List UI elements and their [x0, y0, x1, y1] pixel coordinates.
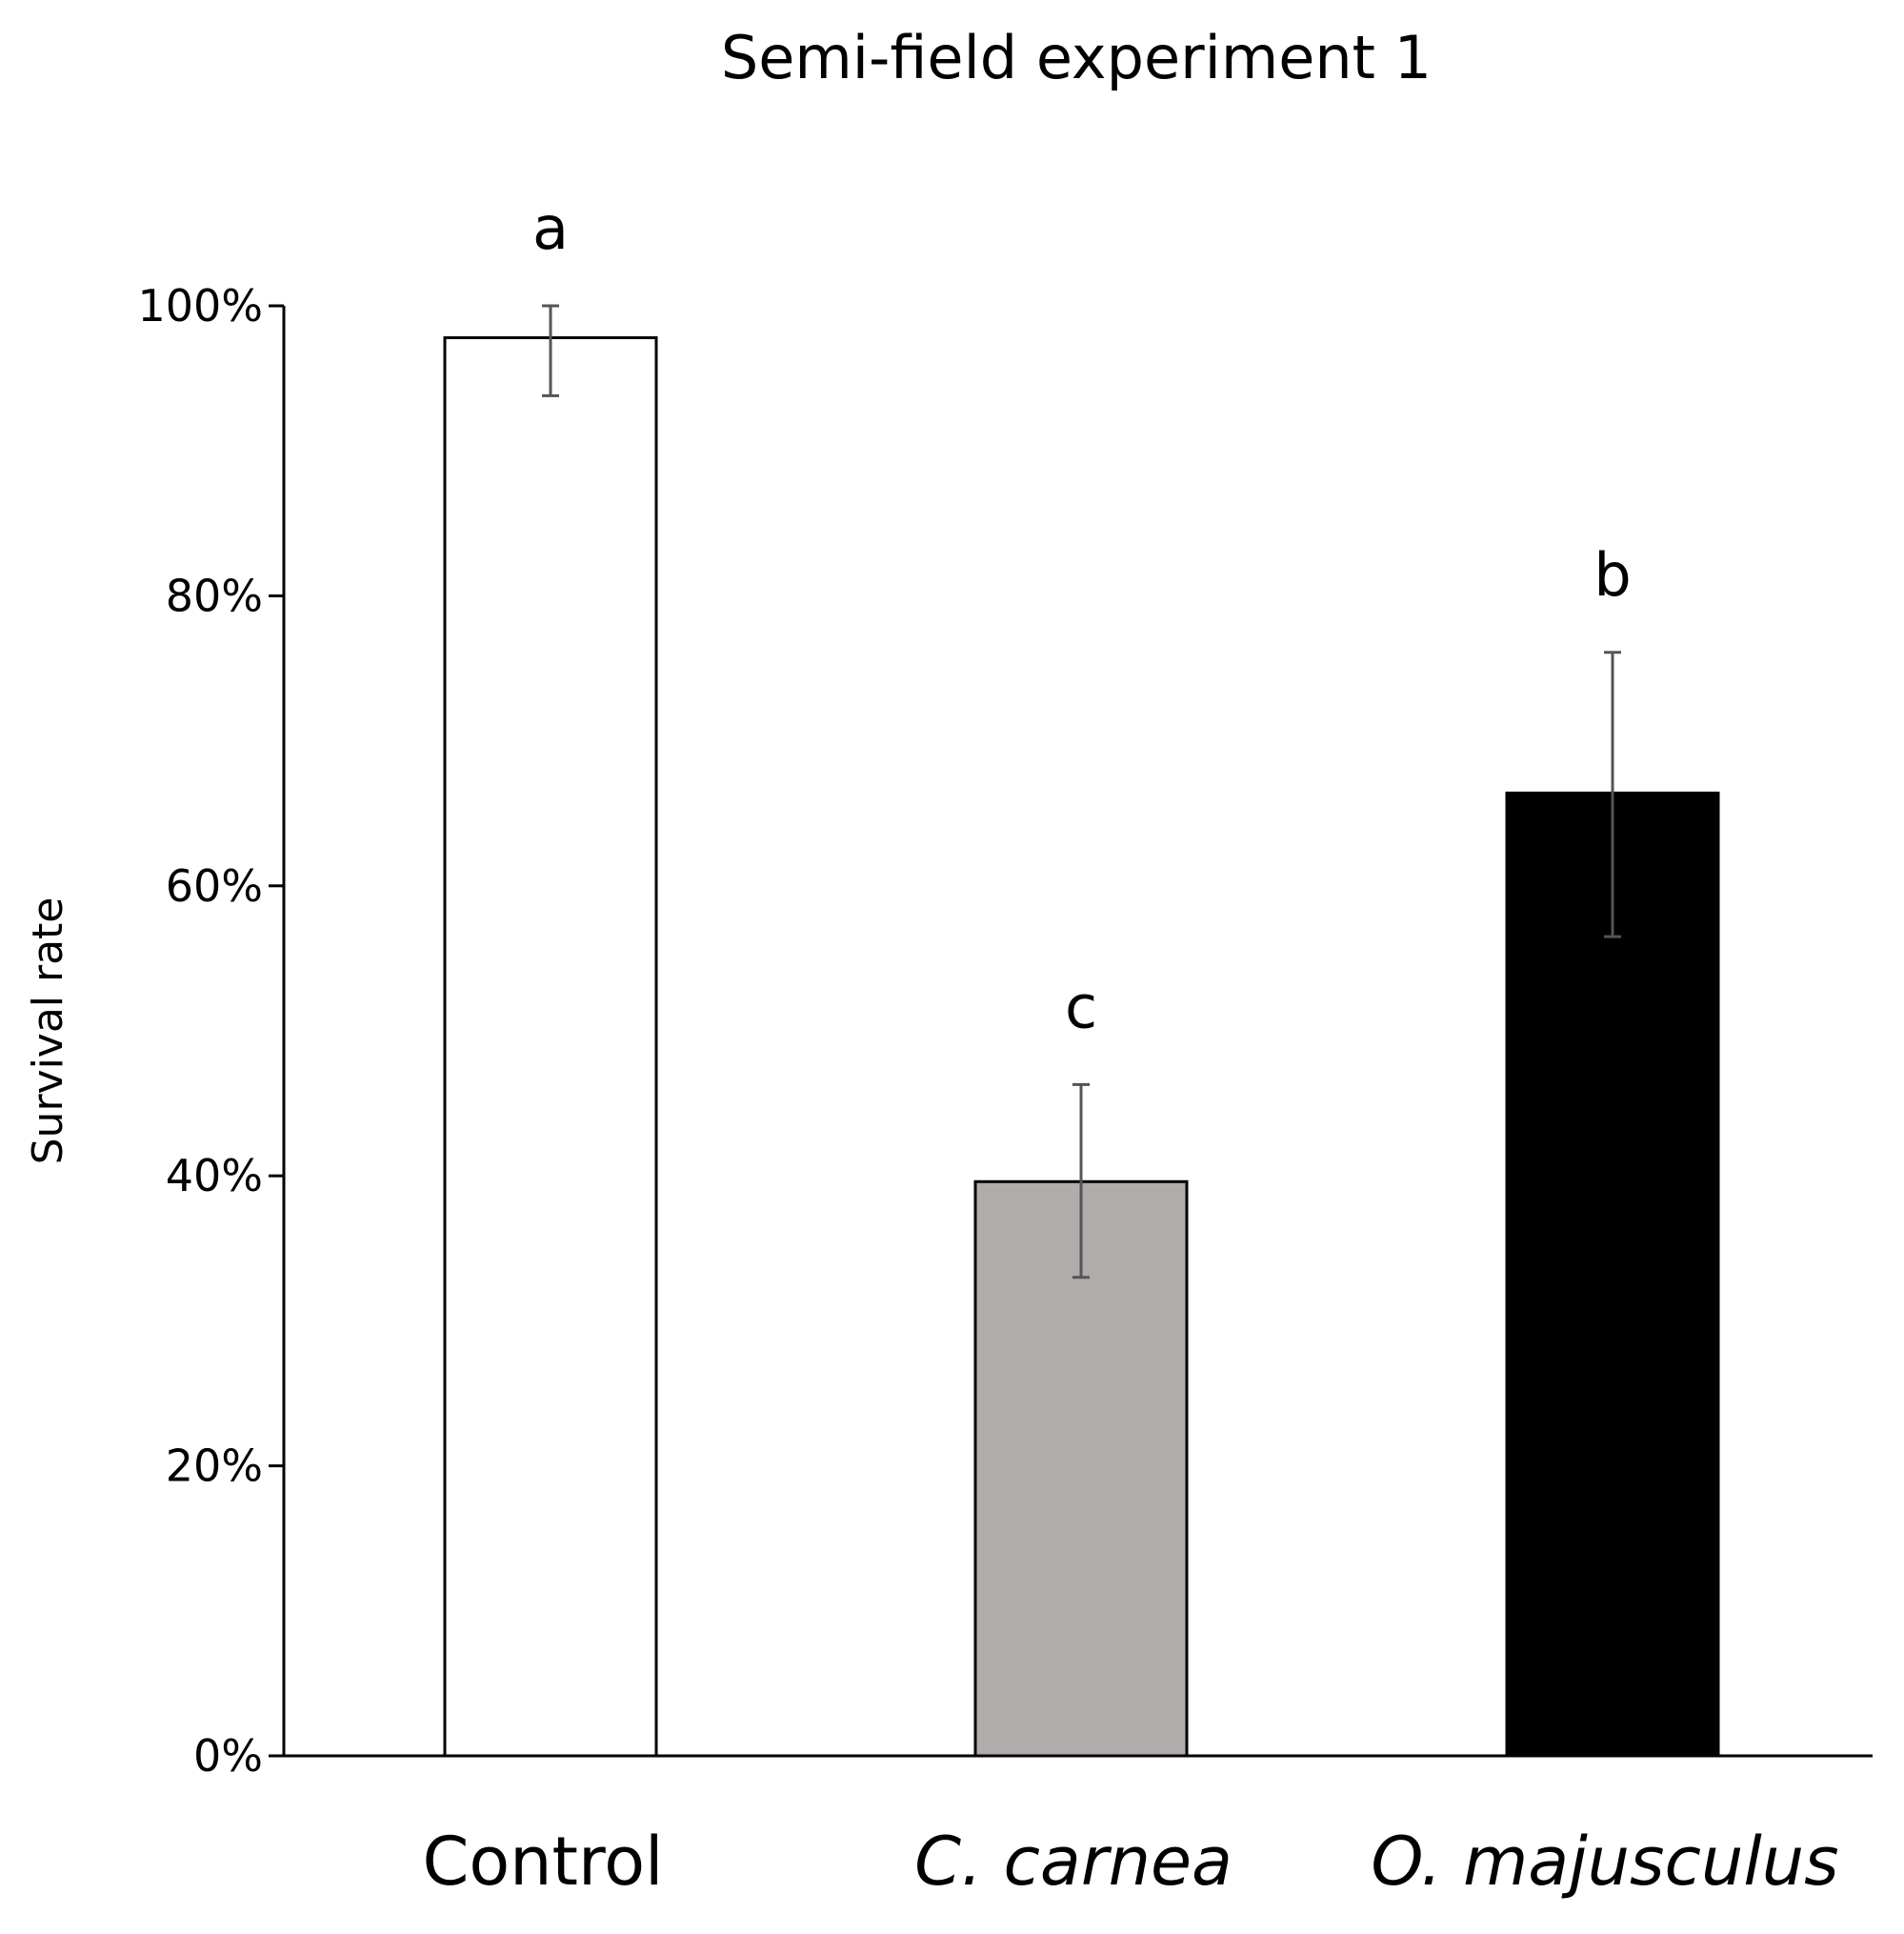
y-tick-label: 100%: [137, 280, 263, 332]
y-tick-label: 80%: [166, 570, 263, 621]
significance-label: b: [1593, 540, 1631, 610]
y-tick-label: 60%: [166, 860, 263, 912]
y-tick-label: 40%: [166, 1150, 263, 1201]
y-tick-label: 0%: [193, 1730, 263, 1782]
bar: [443, 335, 658, 1758]
significance-label: c: [1065, 972, 1097, 1041]
y-tick-label: 20%: [166, 1440, 263, 1492]
x-tick-label: C. carnea: [914, 1823, 1233, 1901]
y-axis-label: Survival rate: [24, 897, 72, 1165]
bar: [1505, 791, 1720, 1758]
x-tick-label: O. majusculus: [1371, 1823, 1838, 1901]
significance-label: a: [532, 193, 569, 263]
chart-title: Semi-field experiment 1: [721, 23, 1432, 92]
x-tick-label: Control: [422, 1823, 663, 1901]
plot-area: 0% 20% 40% 60% 80% 100% a Control c C. carnea b O. …: [137, 193, 1873, 1901]
